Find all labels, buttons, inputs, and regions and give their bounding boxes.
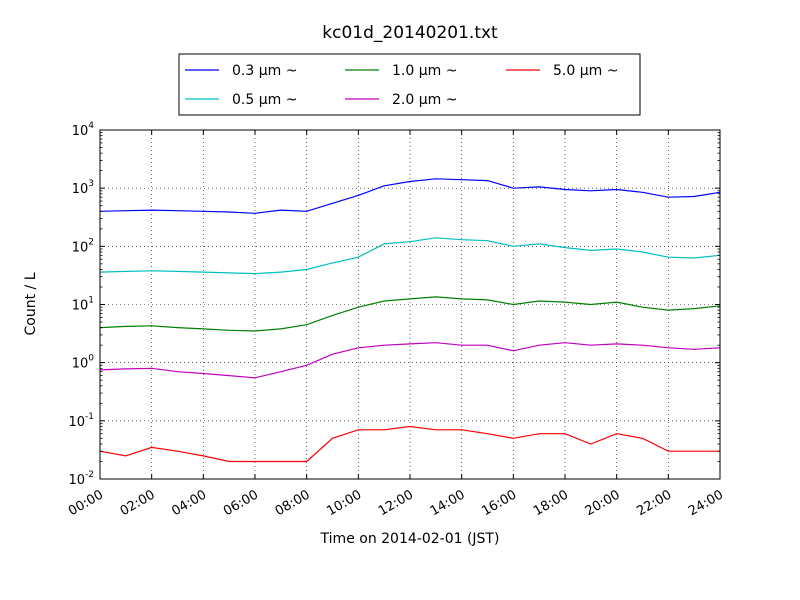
legend-label-4: 5.0 μm ~ (553, 63, 618, 79)
legend-label-0: 0.3 μm ~ (232, 63, 297, 79)
grid (100, 130, 720, 479)
series-lines (99, 178, 721, 463)
y-axis-label: Count / L (23, 272, 39, 335)
legend-label-3: 2.0 μm ~ (392, 92, 457, 108)
series-line-0 (99, 178, 721, 214)
legend-label-2: 1.0 μm ~ (392, 63, 457, 79)
y-tick-label: 103 (72, 179, 94, 197)
x-axis-label: Time on 2014-02-01 (JST) (320, 531, 500, 547)
y-tick-labels: 10-2 10-1 100 101 102 103 104 (68, 121, 94, 488)
y-tick-label: 10-2 (68, 470, 94, 488)
y-tick-label: 102 (72, 237, 94, 255)
y-tick-label: 10-1 (68, 412, 94, 430)
chart-title: kc01d_20140201.txt (322, 23, 498, 43)
legend: 0.3 μm ~ 0.5 μm ~ 1.0 μm ~ 2.0 μm ~ 5.0 μm ~ (178, 53, 641, 116)
series-line-4 (99, 425, 720, 463)
legend-label-1: 0.5 μm ~ (232, 92, 297, 108)
y-tick-label: 101 (72, 296, 94, 314)
series-line-2 (99, 296, 721, 332)
legend-box (178, 53, 641, 116)
series-line-1 (99, 237, 721, 275)
y-tick-label: 100 (72, 354, 95, 372)
axis-ticks (99, 129, 721, 480)
y-tick-label: 104 (72, 121, 95, 139)
series-line-3 (99, 342, 721, 379)
